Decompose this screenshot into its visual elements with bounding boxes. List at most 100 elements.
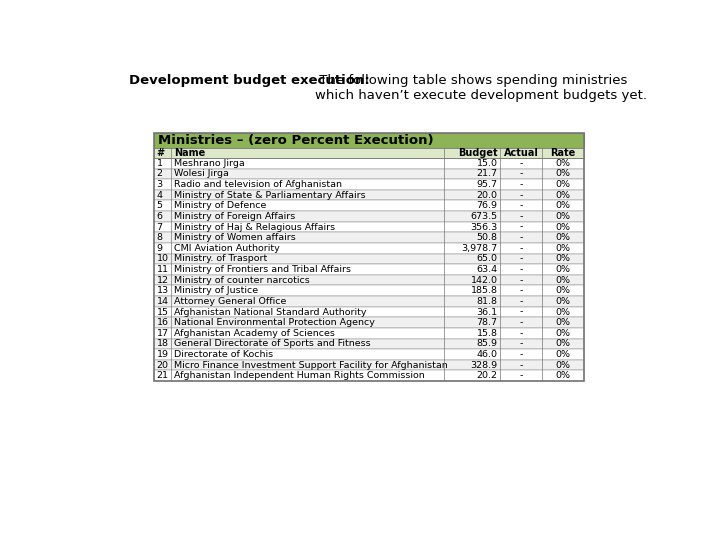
Text: -: -: [519, 180, 523, 189]
Text: 65.0: 65.0: [477, 254, 498, 264]
Text: -: -: [519, 191, 523, 200]
Text: Ministry of Defence: Ministry of Defence: [174, 201, 266, 210]
Text: 0%: 0%: [555, 329, 570, 338]
Text: -: -: [519, 233, 523, 242]
Bar: [154, 243, 584, 254]
Text: -: -: [519, 308, 523, 316]
Text: 85.9: 85.9: [477, 340, 498, 348]
Text: 5: 5: [157, 201, 163, 210]
Text: 8: 8: [157, 233, 163, 242]
Text: 7: 7: [157, 222, 163, 232]
Text: 0%: 0%: [555, 244, 570, 253]
Text: Budget: Budget: [458, 148, 498, 158]
Bar: [154, 318, 584, 328]
Text: 0%: 0%: [555, 212, 570, 221]
Text: 0%: 0%: [555, 191, 570, 200]
Text: 0%: 0%: [555, 254, 570, 264]
Text: 20.2: 20.2: [477, 372, 498, 380]
Text: Ministries – (zero Percent Execution): Ministries – (zero Percent Execution): [158, 134, 434, 147]
Bar: [154, 286, 584, 296]
Text: -: -: [519, 159, 523, 168]
Bar: [154, 360, 584, 370]
Text: 12: 12: [157, 275, 168, 285]
Text: 17: 17: [157, 329, 168, 338]
Text: -: -: [519, 286, 523, 295]
Text: 3,978.7: 3,978.7: [462, 244, 498, 253]
Text: Ministry of counter narcotics: Ministry of counter narcotics: [174, 275, 310, 285]
Text: -: -: [519, 254, 523, 264]
Text: Ministry of Justice: Ministry of Justice: [174, 286, 258, 295]
Bar: [154, 275, 584, 286]
Text: 14: 14: [157, 297, 168, 306]
Bar: [154, 339, 584, 349]
Text: Wolesi Jirga: Wolesi Jirga: [174, 170, 228, 178]
Bar: [154, 264, 584, 275]
Text: 673.5: 673.5: [471, 212, 498, 221]
Text: Ministry of Foreign Affairs: Ministry of Foreign Affairs: [174, 212, 295, 221]
Text: -: -: [519, 297, 523, 306]
Text: 0%: 0%: [555, 361, 570, 370]
Text: 21.7: 21.7: [477, 170, 498, 178]
Text: Name: Name: [174, 148, 205, 158]
Text: 36.1: 36.1: [477, 308, 498, 316]
Text: 0%: 0%: [555, 297, 570, 306]
Text: -: -: [519, 350, 523, 359]
Text: 9: 9: [157, 244, 163, 253]
Text: 16: 16: [157, 318, 168, 327]
Text: Actual: Actual: [503, 148, 539, 158]
Text: -: -: [519, 318, 523, 327]
Bar: [154, 254, 584, 264]
Text: Ministry of State & Parliamentary Affairs: Ministry of State & Parliamentary Affair…: [174, 191, 365, 200]
Bar: [154, 168, 584, 179]
Text: CMI Aviation Authority: CMI Aviation Authority: [174, 244, 279, 253]
Text: -: -: [519, 201, 523, 210]
Bar: [154, 132, 584, 381]
Text: 0%: 0%: [555, 170, 570, 178]
Bar: [154, 349, 584, 360]
Text: Meshrano Jirga: Meshrano Jirga: [174, 159, 245, 168]
Text: 10: 10: [157, 254, 168, 264]
Text: 0%: 0%: [555, 372, 570, 380]
Text: 0%: 0%: [555, 318, 570, 327]
Text: 0%: 0%: [555, 340, 570, 348]
Text: 356.3: 356.3: [470, 222, 498, 232]
Bar: [154, 179, 584, 190]
Text: Ministry of Frontiers and Tribal Affairs: Ministry of Frontiers and Tribal Affairs: [174, 265, 351, 274]
Text: 0%: 0%: [555, 308, 570, 316]
Text: 11: 11: [157, 265, 168, 274]
Text: -: -: [519, 361, 523, 370]
Text: Afghanistan Independent Human Rights Commission: Afghanistan Independent Human Rights Com…: [174, 372, 425, 380]
Text: -: -: [519, 340, 523, 348]
Text: -: -: [519, 222, 523, 232]
Text: -: -: [519, 275, 523, 285]
Bar: [154, 370, 584, 381]
Bar: [154, 232, 584, 243]
Text: 15.0: 15.0: [477, 159, 498, 168]
Text: 15: 15: [157, 308, 168, 316]
Text: 0%: 0%: [555, 350, 570, 359]
Text: 2: 2: [157, 170, 163, 178]
Text: 328.9: 328.9: [471, 361, 498, 370]
Text: Afghanistan Academy of Sciences: Afghanistan Academy of Sciences: [174, 329, 335, 338]
Text: 20.0: 20.0: [477, 191, 498, 200]
Text: 142.0: 142.0: [471, 275, 498, 285]
Text: 13: 13: [157, 286, 168, 295]
Bar: [154, 307, 584, 318]
Text: 0%: 0%: [555, 265, 570, 274]
Text: 1: 1: [157, 159, 163, 168]
Text: Micro Finance Investment Support Facility for Afghanistan: Micro Finance Investment Support Facilit…: [174, 361, 447, 370]
Text: The following table shows spending ministries
which haven’t execute development : The following table shows spending minis…: [315, 74, 647, 102]
Bar: [154, 158, 584, 168]
Text: 0%: 0%: [555, 233, 570, 242]
Text: Development budget execution:: Development budget execution:: [129, 74, 369, 87]
Text: 95.7: 95.7: [477, 180, 498, 189]
Text: -: -: [519, 212, 523, 221]
Text: 76.9: 76.9: [477, 201, 498, 210]
Text: 0%: 0%: [555, 286, 570, 295]
Text: 4: 4: [157, 191, 163, 200]
Bar: [154, 222, 584, 232]
Text: 0%: 0%: [555, 201, 570, 210]
Text: Directorate of Kochis: Directorate of Kochis: [174, 350, 273, 359]
Text: Ministry of Haj & Relagious Affairs: Ministry of Haj & Relagious Affairs: [174, 222, 335, 232]
Text: #: #: [157, 148, 165, 158]
